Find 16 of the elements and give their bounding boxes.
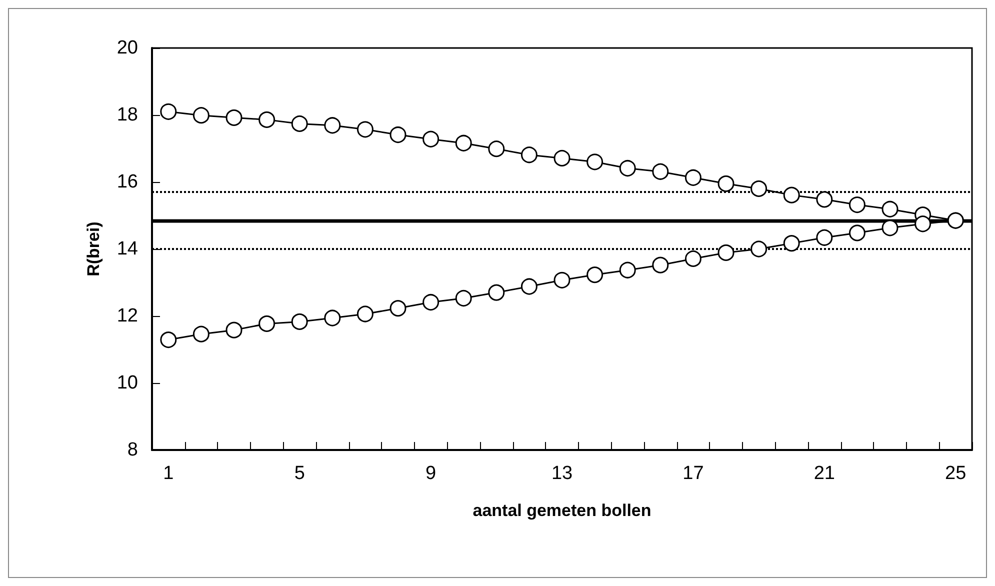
x-tick-label: 25: [945, 463, 966, 484]
x-tick-label: 5: [294, 463, 305, 484]
x-tick-label: 1: [163, 463, 174, 484]
x-tick-label: 21: [814, 463, 835, 484]
y-tick-label: 18: [116, 104, 138, 126]
y-tick-label: 10: [116, 372, 138, 394]
x-tick-label: 17: [682, 463, 704, 484]
y-axis-title: R(brei): [84, 222, 103, 276]
y-tick-label: 16: [116, 172, 138, 192]
x-axis-title: aantal gemeten bollen: [472, 501, 652, 520]
y-tick-label: 20: [116, 38, 138, 58]
x-tick-label: 9: [426, 463, 436, 484]
y-tick-label: 8: [127, 440, 138, 460]
x-tick-label: 13: [551, 463, 573, 484]
y-tick-label: 12: [116, 306, 138, 326]
y-tick-label: 14: [116, 238, 138, 260]
